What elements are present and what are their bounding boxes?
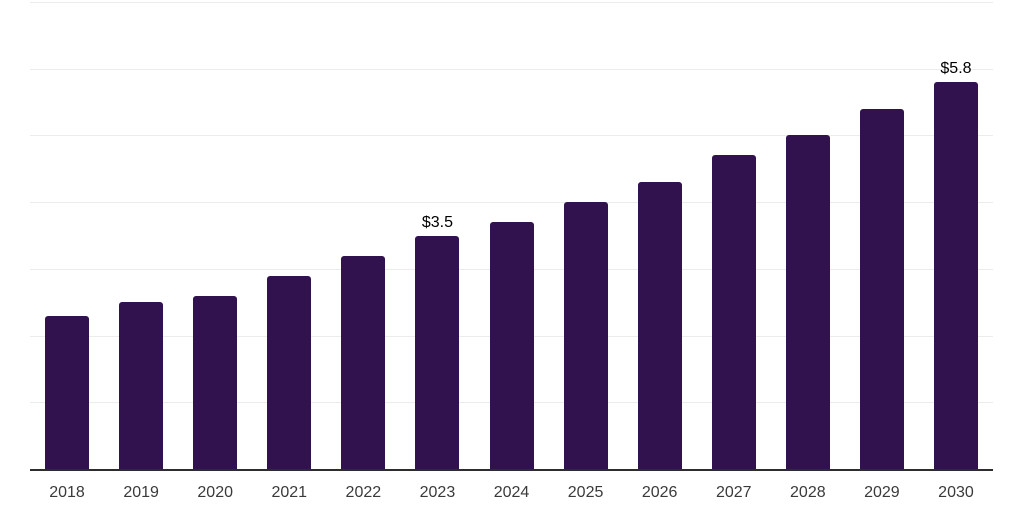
gridline [30, 2, 993, 3]
bar-band-2019 [104, 2, 178, 469]
bar-band-2022 [326, 2, 400, 469]
x-tick-label-2030: 2030 [938, 484, 974, 501]
bar-value-label-2030: $5.8 [940, 60, 972, 78]
x-tick-label-2024: 2024 [493, 484, 530, 501]
bar-2030 [933, 82, 978, 469]
bar-band-2018 [30, 2, 104, 469]
bar-2027 [711, 155, 756, 469]
x-tick-label-2023: 2023 [419, 484, 456, 501]
x-tick-label-2019: 2019 [123, 484, 159, 501]
gridline [30, 202, 993, 204]
bar-2028 [785, 135, 830, 469]
x-axis-labels: 2018 2019 2020 2021 2022 2023 2024 2025 2026 2027… [30, 483, 993, 502]
x-tick-label-2022: 2022 [345, 484, 382, 501]
bar-2020 [193, 295, 238, 469]
bar-band-2024 [474, 2, 548, 469]
bar-value-label-2023: $3.5 [421, 213, 453, 231]
plot-area: $3.5 $5.8 [30, 2, 993, 471]
x-tick-label-2020: 2020 [197, 484, 233, 501]
x-tick-label-2021: 2021 [271, 484, 308, 501]
bar-band-2026 [623, 2, 697, 469]
x-tick-label-2018: 2018 [49, 484, 85, 501]
bar-2029 [859, 108, 904, 469]
bar-2026 [637, 182, 682, 469]
bar-2022 [341, 255, 386, 469]
bar-band-2028 [771, 2, 845, 469]
x-tick-label-2028: 2028 [790, 484, 826, 501]
bar-2023 [415, 235, 460, 469]
x-tick-label-2026: 2026 [641, 484, 678, 501]
bar-band-2027 [697, 2, 771, 469]
bar-band-2020 [178, 2, 252, 469]
bar-2019 [119, 302, 164, 469]
bar-band-2025 [549, 2, 623, 469]
gridline [30, 68, 993, 70]
bar-band-2029 [845, 2, 919, 469]
bar-2021 [267, 275, 312, 469]
x-tick-label-2029: 2029 [864, 484, 900, 501]
gridline [30, 135, 993, 137]
bar-band-2021 [252, 2, 326, 469]
x-tick-label-2025: 2025 [567, 484, 604, 501]
x-tick-label-2027: 2027 [715, 484, 752, 501]
bar-band-2023: $3.5 [400, 2, 474, 469]
bar-2024 [489, 222, 534, 469]
bar-2018 [45, 315, 90, 469]
bar-2025 [563, 202, 608, 469]
bars: $3.5 $5.8 [30, 2, 993, 469]
bar-band-2030: $5.8 [919, 2, 993, 469]
